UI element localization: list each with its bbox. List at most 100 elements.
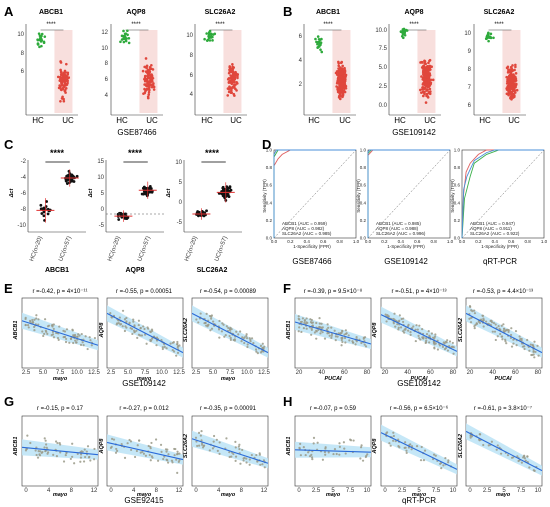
panel-c-ytick-abcb1-3: -6	[21, 191, 27, 197]
panel-e-abcb1-point	[88, 336, 91, 339]
panel-b-abcb1-hc-point	[316, 46, 319, 49]
panel-f-slc26a2-point	[497, 325, 500, 328]
panel-c-abcb1-uc-point	[70, 174, 74, 178]
panel-g-aqp8-xtick: 0	[109, 488, 113, 494]
panel-a-aqp8-hc-point	[122, 34, 125, 38]
panel-a-slc26a2-uc-point	[226, 77, 230, 81]
panel-f-slc26a2-point	[499, 332, 502, 336]
panel-e-aqp8-point	[176, 351, 180, 354]
panel-g-slc26a2-point	[218, 452, 221, 455]
panel-b-slc26a2-hc-point	[489, 32, 493, 36]
panel-a-slc26a2-uc-point	[231, 85, 235, 89]
panel-e-slc26a2-point	[228, 334, 231, 338]
panel-e-abcb1-ci-band	[22, 312, 98, 351]
panel-a-ytick-slc26a2-1: 4	[190, 92, 194, 98]
panel-e-aqp8-point	[161, 346, 164, 349]
panel-a-abcb1-uc-point	[59, 60, 62, 63]
panel-a-aqp8-hc-point	[119, 40, 122, 44]
panel-g-slc26a2-point	[232, 452, 235, 456]
panel-h-aqp8-point	[405, 451, 408, 454]
panel-c-abcb1-uc-point	[75, 174, 79, 178]
panel-f-abcb1-point	[330, 334, 333, 337]
panel-g-aqp8-point	[141, 450, 144, 453]
panel-c-abcb1-uc-point	[72, 180, 76, 183]
panel-g-aqp8-point	[176, 471, 179, 474]
panel-b-aqp8-hc-point	[402, 36, 405, 40]
panel-e-aqp8-point	[176, 343, 179, 346]
panel-a-aqp8-uc-point	[143, 91, 147, 95]
panel-e-abcb1-point	[37, 323, 40, 326]
panel-b-aqp8-uc-point	[431, 78, 435, 82]
panel-e-abcb1-point	[35, 314, 38, 317]
panel-f-aqp8-point	[400, 317, 403, 321]
panel-g-aqp8-point	[136, 444, 139, 447]
panel-e-aqp8-point	[139, 326, 142, 330]
panel-e-aqp8-point	[133, 324, 136, 327]
panel-f-slc26a2-point	[485, 320, 488, 323]
panel-g-slc26a2-point	[238, 443, 241, 446]
panel-b-slc26a2-uc-point	[514, 72, 518, 75]
panel-f-xlabel-1: PUCAI	[324, 376, 342, 382]
panel-b-ytick-slc26a2-1: 6	[468, 103, 472, 109]
panel-f-aqp8-point	[407, 329, 410, 332]
panel-e-aqp8-point	[142, 325, 145, 328]
panel-f-slc26a2-point	[494, 338, 497, 342]
panel-e-abcb1-point	[52, 327, 55, 331]
panel-a-slc26a2-uc-point	[234, 70, 237, 74]
panel-g-aqp8-point	[126, 442, 129, 445]
panel-f-aqp8-point	[418, 337, 421, 340]
panel-g-aqp8-point	[123, 456, 127, 460]
panel-e-abcb1-point	[51, 325, 54, 328]
panel-f-abcb1-point	[315, 321, 318, 325]
panel-b-slc26a2-uc-point	[506, 85, 509, 89]
panel-f-slc26a2-point	[534, 350, 537, 354]
panel-e-slc26a2-point	[229, 336, 232, 340]
panel-g-aqp8-point	[175, 453, 179, 456]
panel-h-abcb1-point	[321, 458, 325, 461]
panel-h-abcb1-point	[311, 458, 314, 461]
panel-h-aqp8-point	[388, 442, 391, 445]
panel-g-slc26a2-point	[211, 447, 215, 450]
panel-b-aqp8-uc-point	[428, 73, 432, 77]
panel-e-aqp8-fit-line	[106, 312, 184, 354]
panel-e-slc26a2-point	[246, 343, 249, 346]
panel-b-ytick-slc26a2-2: 7	[468, 85, 472, 91]
panel-b-aqp8-hc-point	[404, 28, 408, 32]
panel-a-abcb1-uc-point	[61, 95, 64, 99]
panel-b-slc26a2-hc-point	[487, 39, 490, 43]
panel-a-slc26a2-uc-point	[226, 94, 230, 97]
panel-b-aqp8-uc-point	[419, 61, 422, 64]
panel-a-aqp8-uc-point	[149, 77, 153, 80]
panel-e-abcb1-xtick: 2.5	[22, 370, 31, 376]
panel-c-plot-abcb1: Δct **** -10 -8 -6 -4 -2 HC(n=20) UC(n=5…	[9, 148, 73, 274]
panel-e-aqp8-point	[165, 347, 168, 350]
panel-g-slc26a2-point	[248, 458, 251, 461]
panel-d-gse109142-ytick: 0.6	[360, 183, 367, 188]
panel-g-abcb1-point	[59, 443, 62, 446]
panel-b-abcb1-uc-point	[339, 72, 343, 76]
panel-f-aqp8-point	[404, 327, 407, 330]
panel-a-aqp8-uc-point	[150, 73, 153, 76]
panel-e-aqp8-xtick: 2.5	[107, 370, 116, 376]
panel-b-aqp8-uc-point	[427, 61, 430, 65]
panel-f-aqp8-point	[425, 336, 428, 340]
panel-f-slc26a2-point	[469, 321, 473, 324]
panel-e-abcb1-point	[27, 326, 30, 329]
panel-h-abcb1-point	[316, 441, 319, 444]
panel-e-aqp8-point	[117, 322, 120, 325]
panel-b-aqp8-uc-point	[421, 72, 425, 76]
panel-e-abcb1-point	[82, 344, 85, 347]
panel-b-aqp8-uc-point	[429, 81, 433, 85]
panel-d-gse87466-xtick: 1.0	[353, 239, 360, 244]
panel-h-slc26a2-xtick: 2.5	[483, 488, 492, 494]
panel-f-abcb1-point	[340, 336, 343, 340]
panel-g-slc26a2-xtick: 8	[240, 488, 244, 494]
panel-b-group-uc-slc26a2: UC	[508, 116, 520, 125]
panel-a-group-hc-aqp8: HC	[116, 116, 128, 125]
panel-d-gse109142-ytick: 0.8	[360, 165, 367, 170]
panel-a-slc26a2-uc-point	[234, 87, 237, 91]
panel-h-slc26a2-fit-line	[465, 430, 543, 472]
panel-e-slc26a2-point	[235, 330, 238, 333]
panel-b-abcb1-hc-point	[314, 37, 317, 41]
panel-f-aqp8-point	[425, 339, 428, 342]
